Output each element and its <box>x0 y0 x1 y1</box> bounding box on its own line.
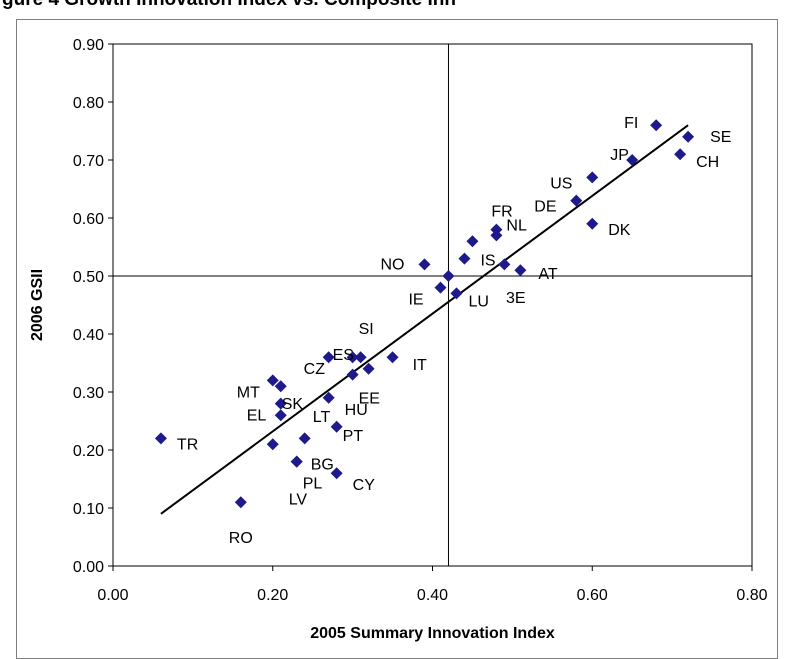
point-label: FR <box>491 204 512 221</box>
x-tick-label: 0.60 <box>577 587 608 604</box>
y-tick-label: 0.80 <box>73 95 104 112</box>
y-axis-title: 2006 GSII <box>29 269 46 341</box>
figure-title-strip: gure 4 Growth Innovation Index vs. Compo… <box>0 0 785 24</box>
trend-line <box>160 124 689 515</box>
data-point <box>466 235 479 248</box>
x-tick-label: 0.00 <box>97 587 128 604</box>
data-point <box>346 368 359 381</box>
point-label: ES <box>333 347 354 364</box>
data-point <box>450 287 463 300</box>
y-tick-label: 0.40 <box>73 327 104 344</box>
data-point <box>514 264 527 277</box>
y-tick-label: 0.30 <box>73 385 104 402</box>
point-label: CY <box>353 477 376 494</box>
y-tick-label: 0.50 <box>73 269 104 286</box>
point-label: NL <box>506 217 527 234</box>
data-point <box>274 397 287 410</box>
data-point <box>322 391 335 404</box>
point-label: BG <box>311 456 334 473</box>
y-tick-label: 0.20 <box>73 443 104 460</box>
data-point <box>274 380 287 393</box>
point-label: LU <box>468 293 488 310</box>
x-axis-title: 2005 Summary Innovation Index <box>310 625 555 642</box>
data-point <box>586 171 599 184</box>
point-label: MT <box>237 384 260 401</box>
data-point <box>650 119 663 132</box>
point-label: PL <box>303 476 323 493</box>
point-label: SE <box>710 129 731 146</box>
data-point <box>418 258 431 271</box>
y-tick-label: 0.60 <box>73 211 104 228</box>
point-label: SI <box>359 321 374 338</box>
data-point <box>234 496 247 509</box>
data-point <box>362 362 375 375</box>
y-tick-label: 0.10 <box>73 501 104 518</box>
point-label: LT <box>313 409 331 426</box>
point-label: IT <box>413 357 427 374</box>
x-tick-label: 0.20 <box>257 587 288 604</box>
data-point <box>586 217 599 230</box>
data-point <box>322 351 335 364</box>
data-point <box>458 252 471 265</box>
point-label: DE <box>534 199 556 216</box>
point-label: EE <box>359 391 380 408</box>
data-point <box>274 409 287 422</box>
data-point <box>434 281 447 294</box>
point-label: FI <box>624 115 638 132</box>
point-label: AT <box>538 266 557 283</box>
data-point <box>674 148 687 161</box>
point-label: TR <box>177 436 198 453</box>
point-label: DK <box>608 222 631 239</box>
data-point <box>290 455 303 468</box>
point-label: IE <box>408 292 423 309</box>
data-point <box>498 258 511 271</box>
data-point <box>154 432 167 445</box>
data-point <box>570 194 583 207</box>
point-label: US <box>550 175 572 192</box>
point-label: SK <box>282 396 304 413</box>
data-point <box>346 351 359 364</box>
x-tick-label: 0.40 <box>417 587 448 604</box>
data-point <box>386 351 399 364</box>
point-label: RO <box>229 530 253 547</box>
data-point <box>266 374 279 387</box>
data-point <box>298 432 311 445</box>
point-label: PT <box>343 428 364 445</box>
point-label-extra: 3E <box>506 290 526 307</box>
data-point <box>266 438 279 451</box>
y-tick-label: 0.00 <box>73 559 104 576</box>
x-tick-label: 0.80 <box>736 587 767 604</box>
y-tick-label: 0.70 <box>73 153 104 170</box>
y-tick-label: 0.90 <box>73 37 104 54</box>
point-label: HU <box>345 402 368 419</box>
point-label: NO <box>381 256 405 273</box>
point-label: JP <box>610 147 629 164</box>
data-point <box>682 130 695 143</box>
point-label: LV <box>289 492 308 509</box>
data-point <box>626 154 639 166</box>
data-point <box>354 351 367 364</box>
data-point <box>490 229 503 242</box>
data-point <box>442 270 455 282</box>
point-label: CH <box>696 154 719 171</box>
data-point <box>330 420 343 433</box>
point-label: EL <box>247 408 267 425</box>
data-point <box>330 467 343 480</box>
point-label: IS <box>480 253 495 270</box>
point-label: CZ <box>304 361 326 378</box>
figure-title: gure 4 Growth Innovation Index vs. Compo… <box>2 0 456 11</box>
